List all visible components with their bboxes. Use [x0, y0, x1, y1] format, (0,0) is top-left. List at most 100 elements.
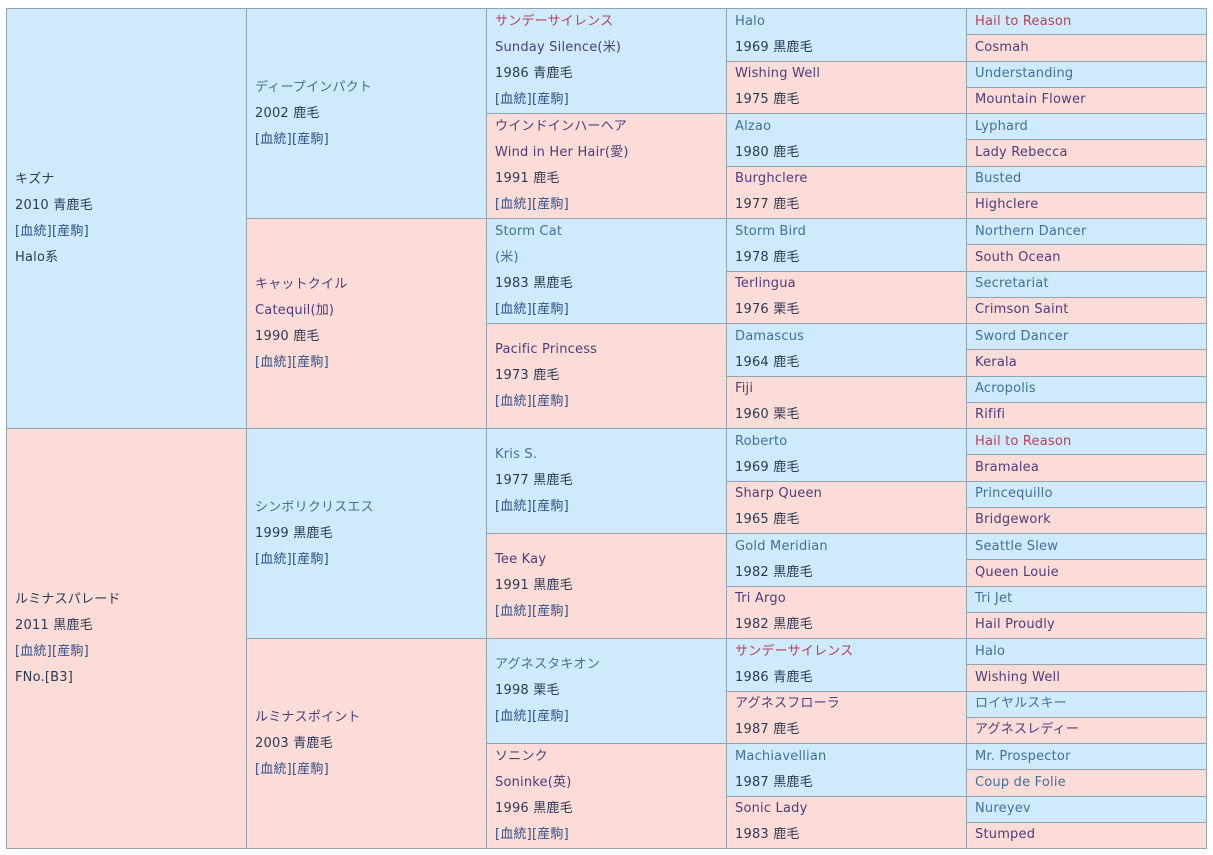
horse-name-link[interactable]: Queen Louie	[975, 564, 1059, 580]
horse-name-link[interactable]: Bramalea	[975, 459, 1040, 475]
horse-name-link[interactable]: ソニンク	[495, 749, 548, 764]
pedigree-offspring-links[interactable]: [血統][産駒]	[495, 92, 569, 107]
horse-name-link[interactable]: Burghclere	[735, 171, 808, 187]
horse-name-link[interactable]: Princequillo	[975, 486, 1053, 502]
horse-name-link[interactable]: アグネスタキオン	[495, 657, 600, 672]
horse-name-link[interactable]: ルミナスポイント	[255, 709, 361, 725]
pedigree-cell: Mountain Flower	[967, 87, 1206, 113]
horse-name-link[interactable]: Lady Rebecca	[975, 144, 1068, 160]
horse-name-link[interactable]: Hail to Reason	[975, 433, 1072, 449]
pedigree-offspring-links[interactable]: [血統][産駒]	[495, 709, 569, 724]
horse-name-link[interactable]: Highclere	[975, 197, 1039, 213]
pedigree-cell: Acropolis	[967, 376, 1206, 402]
horse-name-link[interactable]: Sharp Queen	[735, 486, 823, 502]
horse-name-link[interactable]: Fiji	[735, 381, 754, 397]
horse-name-link[interactable]: Seattle Slew	[975, 538, 1059, 554]
year-coat-text: 1999 黒鹿毛	[255, 525, 333, 541]
horse-name-link[interactable]: Stumped	[975, 827, 1036, 843]
pedigree-offspring-links[interactable]: [血統][産駒]	[15, 223, 89, 239]
pedigree-cell: Terlingua 1976 栗毛	[727, 271, 966, 323]
horse-country-text: (米)	[495, 250, 519, 265]
horse-name-link[interactable]: Storm Bird	[735, 223, 807, 239]
pedigree-cell: Rififi	[967, 402, 1206, 428]
horse-name-link[interactable]: Kerala	[975, 354, 1017, 370]
horse-name-link[interactable]: Sword Dancer	[975, 328, 1069, 344]
horse-name-link[interactable]: Lyphard	[975, 118, 1028, 134]
horse-name-link[interactable]: Wishing Well	[735, 66, 821, 82]
sire-line-text: Halo系	[15, 249, 59, 265]
horse-name-link[interactable]: Cosmah	[975, 39, 1029, 55]
horse-name-link[interactable]: Halo	[735, 13, 766, 29]
horse-name-link[interactable]: Acropolis	[975, 381, 1036, 397]
horse-name-link[interactable]: ロイヤルスキー	[975, 696, 1068, 712]
horse-name-link[interactable]: Tri Argo	[735, 591, 786, 607]
horse-foreign-name[interactable]: Wind in Her Hair(愛)	[495, 145, 629, 160]
horse-name-link[interactable]: Crimson Saint	[975, 302, 1069, 318]
horse-name-link[interactable]: Damascus	[735, 328, 805, 344]
horse-name-link[interactable]: ディープインパクト	[255, 79, 373, 95]
horse-name-link[interactable]: Terlingua	[735, 276, 796, 292]
horse-name-link[interactable]: サンデーサイレンス	[735, 643, 854, 659]
pedigree-offspring-links[interactable]: [血統][産駒]	[495, 827, 569, 842]
pedigree-offspring-links[interactable]: [血統][産駒]	[255, 551, 329, 567]
pedigree-offspring-links[interactable]: [血統][産駒]	[255, 761, 329, 777]
pedigree-cell: Halo 1969 黒鹿毛	[727, 9, 966, 61]
horse-name-link[interactable]: Gold Meridian	[735, 538, 828, 554]
horse-name-link[interactable]: Understanding	[975, 66, 1074, 82]
horse-name-link[interactable]: Mountain Flower	[975, 92, 1086, 108]
year-coat-text: 1983 鹿毛	[735, 827, 800, 843]
pedigree-offspring-links[interactable]: [血統][産駒]	[15, 643, 89, 659]
horse-name-link[interactable]: サンデーサイレンス	[495, 14, 614, 29]
horse-name-link[interactable]: シンボリクリスエス	[255, 499, 374, 515]
horse-name-link[interactable]: Hail Proudly	[975, 617, 1055, 633]
horse-name-link[interactable]: Bridgework	[975, 512, 1051, 528]
horse-name-link[interactable]: Northern Dancer	[975, 223, 1087, 239]
horse-name-link[interactable]: Rififi	[975, 407, 1006, 423]
pedigree-offspring-links[interactable]: [血統][産駒]	[495, 197, 569, 212]
pedigree-offspring-links[interactable]: [血統][産駒]	[255, 131, 329, 147]
horse-name-link[interactable]: Mr. Prospector	[975, 748, 1071, 764]
horse-name-link[interactable]: South Ocean	[975, 249, 1061, 265]
horse-foreign-name[interactable]: Sunday Silence(米)	[495, 40, 622, 55]
horse-name-link[interactable]: Secretariat	[975, 276, 1049, 292]
pedigree-cell: Stumped	[967, 822, 1206, 848]
horse-name-link[interactable]: Tee Kay	[495, 552, 547, 567]
pedigree-cell: シンボリクリスエス 1999 黒鹿毛 [血統][産駒]	[247, 429, 486, 638]
pedigree-cell: Burghclere 1977 鹿毛	[727, 166, 966, 218]
pedigree-offspring-links[interactable]: [血統][産駒]	[495, 302, 569, 317]
horse-name-link[interactable]: Sonic Lady	[735, 801, 808, 817]
year-coat-text: 1978 鹿毛	[735, 249, 800, 265]
pedigree-cell: Northern Dancer	[967, 219, 1206, 245]
pedigree-cell: ソニンク Soninke(英) 1996 黒鹿毛 [血統][産駒]	[487, 744, 726, 848]
pedigree-cell: Seattle Slew	[967, 534, 1206, 560]
horse-name-link[interactable]: Pacific Princess	[495, 342, 598, 357]
horse-name-link[interactable]: Roberto	[735, 433, 788, 449]
horse-name-link[interactable]: Tri Jet	[975, 591, 1013, 607]
horse-name-link[interactable]: Storm Cat	[495, 224, 563, 239]
horse-name-link[interactable]: Halo	[975, 643, 1006, 659]
year-coat-text: 1991 鹿毛	[495, 171, 560, 186]
horse-name-link[interactable]: Kris S.	[495, 447, 538, 462]
pedigree-cell: Bramalea	[967, 455, 1206, 481]
horse-name-link[interactable]: キャットクイル	[255, 276, 348, 292]
pedigree-cell: Hail to Reason	[967, 9, 1206, 35]
pedigree-offspring-links[interactable]: [血統][産駒]	[495, 604, 569, 619]
year-coat-text: 2002 鹿毛	[255, 105, 320, 121]
horse-name-link[interactable]: Wishing Well	[975, 669, 1061, 685]
horse-name-link[interactable]: Busted	[975, 171, 1022, 187]
pedigree-offspring-links[interactable]: [血統][産駒]	[495, 394, 569, 409]
horse-name-link[interactable]: Machiavellian	[735, 748, 827, 764]
year-coat-text: 1986 青鹿毛	[495, 66, 573, 81]
pedigree-offspring-links[interactable]: [血統][産駒]	[255, 354, 329, 370]
horse-name-link[interactable]: Nureyev	[975, 801, 1031, 817]
horse-name-link[interactable]: Coup de Folie	[975, 774, 1066, 790]
horse-foreign-name[interactable]: Soninke(英)	[495, 775, 572, 790]
pedigree-offspring-links[interactable]: [血統][産駒]	[495, 499, 569, 514]
pedigree-cell: Damascus 1964 鹿毛	[727, 324, 966, 376]
horse-name-link[interactable]: Hail to Reason	[975, 13, 1072, 29]
horse-name-link[interactable]: Alzao	[735, 118, 772, 134]
horse-foreign-name[interactable]: Catequil(加)	[255, 302, 335, 318]
horse-name-link[interactable]: ウインドインハーヘア	[495, 119, 628, 134]
horse-name-link[interactable]: アグネスフローラ	[735, 696, 840, 712]
horse-name-link[interactable]: アグネスレディー	[975, 722, 1080, 738]
